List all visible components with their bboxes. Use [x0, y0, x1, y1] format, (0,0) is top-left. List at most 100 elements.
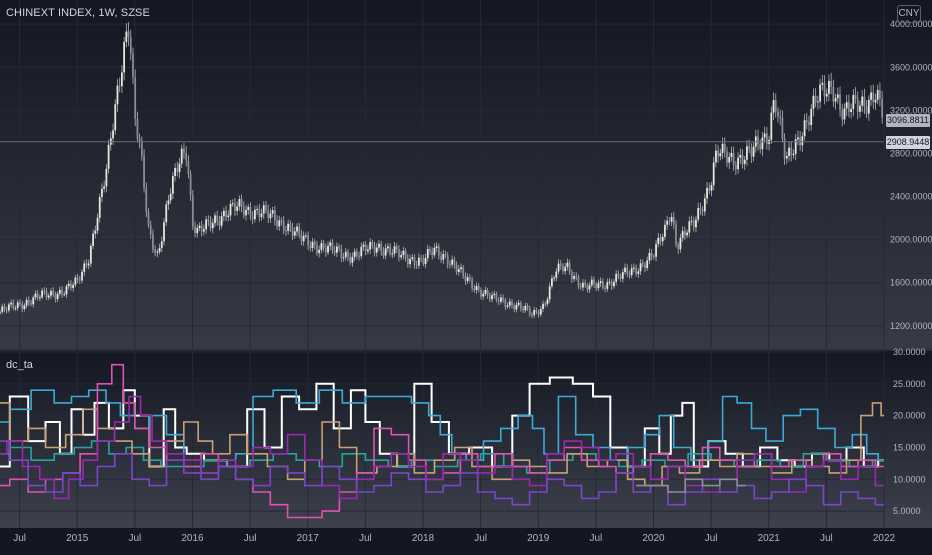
candle [819, 78, 821, 109]
candle [632, 263, 635, 273]
candle [717, 145, 720, 163]
candle [836, 87, 839, 104]
candle [14, 305, 17, 311]
candle [699, 202, 702, 215]
currency-button[interactable]: CNY [897, 5, 921, 23]
candle [307, 231, 309, 251]
candle [477, 283, 480, 293]
indicator-axis[interactable]: 30.0000 25.0000 20.0000 15.0000 10.0000 5.000… [893, 347, 926, 516]
candle [231, 199, 234, 208]
candle [513, 303, 516, 312]
candle [362, 241, 365, 252]
candle [413, 254, 416, 269]
candle [404, 248, 407, 262]
candle [599, 277, 602, 287]
candle [32, 295, 35, 308]
candle [338, 243, 341, 252]
indicator-pane-background [0, 351, 932, 528]
candle [289, 220, 292, 233]
candle [187, 155, 190, 179]
candle [58, 286, 61, 297]
candle [331, 238, 334, 255]
candle [573, 272, 575, 282]
time-tick-label: 2015 [66, 533, 89, 544]
candle [36, 290, 39, 301]
candle [790, 141, 793, 162]
candle [710, 181, 713, 197]
price-tick-label: 4000.0000 [890, 19, 932, 29]
candle [721, 137, 724, 160]
indicator-tick-label: 30.0000 [893, 347, 926, 357]
candle [34, 290, 37, 301]
candle [825, 88, 828, 102]
candle [690, 215, 693, 226]
candle [236, 201, 239, 216]
candle [12, 299, 15, 311]
candle [624, 263, 626, 275]
candle [329, 239, 332, 251]
candle [118, 77, 121, 93]
candle [7, 302, 10, 313]
price-tick-label: 1600.0000 [890, 278, 932, 288]
candle [590, 275, 593, 288]
candle [400, 250, 403, 260]
candle [63, 291, 66, 297]
candle [302, 231, 305, 246]
candle [380, 240, 383, 256]
candle [610, 279, 613, 290]
candle [52, 287, 55, 297]
candle [770, 106, 773, 144]
candle [121, 64, 123, 93]
indicator-name[interactable]: dc_ta [6, 359, 33, 371]
candle [313, 239, 316, 250]
candle [750, 143, 753, 164]
symbol-title[interactable]: CHINEXT INDEX, 1W, SZSE [6, 7, 150, 19]
candle [646, 256, 649, 271]
price-axis[interactable]: 4000.0000 3600.0000 3200.0000 2800.0000 2400… [890, 19, 932, 331]
candle [136, 111, 139, 143]
candle [675, 219, 677, 248]
candle [391, 249, 394, 259]
candle [426, 244, 429, 262]
candle [129, 29, 132, 61]
candle [655, 239, 657, 262]
candle [797, 130, 799, 146]
candle [440, 251, 442, 263]
candle [772, 92, 775, 121]
candle [863, 88, 866, 115]
time-axis[interactable]: Jul 2015 Jul 2016 Jul 2017 Jul 2018 Jul 2019 Jul 20… [13, 533, 895, 544]
candle [462, 265, 465, 279]
candle [134, 69, 137, 127]
candle [856, 91, 859, 120]
candle [351, 252, 354, 267]
candle [839, 86, 841, 117]
candle [234, 197, 236, 217]
candle [688, 216, 691, 238]
time-tick-label: Jul [705, 533, 718, 544]
candle [488, 292, 491, 302]
candle [444, 250, 447, 258]
candle [149, 220, 152, 239]
candle [637, 268, 640, 278]
candle [579, 282, 582, 290]
candle [384, 243, 387, 260]
candle [761, 132, 764, 156]
candle [340, 244, 343, 263]
candle [395, 243, 398, 254]
candle [774, 93, 777, 118]
crosshair-price-label: 2908.9448 [886, 135, 930, 149]
candle [132, 47, 134, 85]
candle [333, 245, 336, 257]
candle [517, 299, 520, 307]
time-tick-label: 2016 [181, 533, 204, 544]
candle [746, 140, 748, 166]
candle [608, 278, 611, 286]
candle [613, 278, 615, 289]
candle [739, 148, 742, 165]
candle [515, 301, 518, 313]
candle [870, 85, 872, 106]
candle [98, 193, 101, 223]
candle [482, 290, 485, 300]
